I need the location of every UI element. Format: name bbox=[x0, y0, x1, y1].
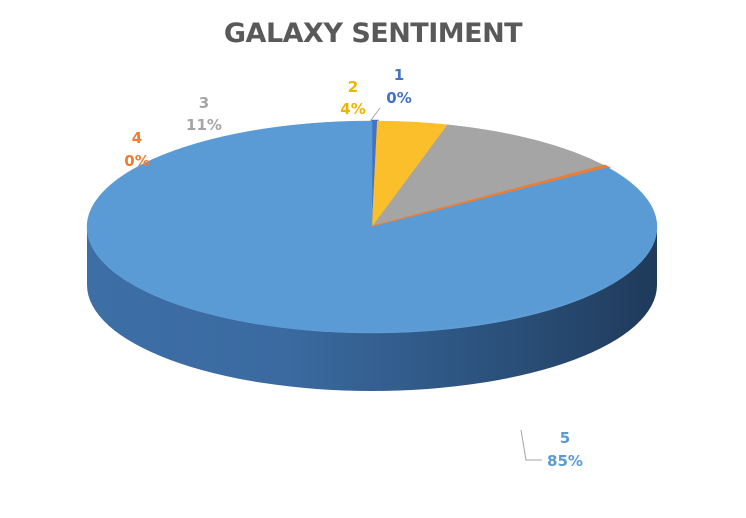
slice-category-label-1: 1 bbox=[394, 66, 404, 84]
slice-category-label-2: 2 bbox=[348, 78, 358, 96]
slice-percent-label-2: 4% bbox=[340, 100, 365, 118]
slice-percent-label-4: 0% bbox=[124, 152, 149, 170]
slice-percent-label-3: 11% bbox=[186, 116, 222, 134]
slice-percent-label-5: 85% bbox=[547, 452, 583, 470]
chart-title: GALAXY SENTIMENT bbox=[223, 18, 523, 49]
pie-side-wall bbox=[87, 227, 657, 391]
slice-category-label-4: 4 bbox=[132, 129, 142, 147]
leader-line-1 bbox=[370, 107, 381, 121]
leader-line-5 bbox=[520, 429, 542, 461]
slice-category-label-5: 5 bbox=[560, 429, 570, 447]
pie-top-sheen bbox=[87, 121, 657, 333]
slice-percent-label-1: 0% bbox=[386, 89, 411, 107]
slice-category-label-3: 3 bbox=[199, 94, 209, 112]
